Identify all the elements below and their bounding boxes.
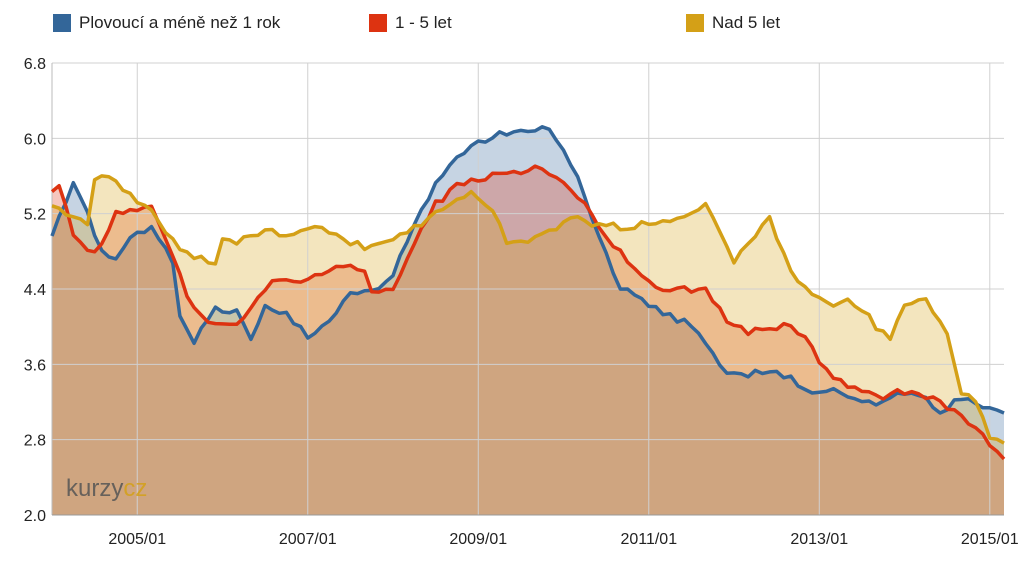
watermark-part2: cz bbox=[123, 475, 147, 502]
area-floating bbox=[52, 126, 1004, 516]
legend-label-over-5: Nad 5 let bbox=[712, 13, 781, 32]
legend-label-floating: Plovoucí a méně než 1 rok bbox=[79, 13, 281, 32]
x-tick-label: 2009/01 bbox=[449, 531, 507, 548]
y-tick-label: 5.2 bbox=[24, 207, 46, 224]
y-tick-label: 4.4 bbox=[24, 282, 46, 299]
watermark-logo: kurzycz bbox=[66, 475, 147, 502]
x-tick-label: 2015/01 bbox=[961, 531, 1019, 548]
legend-swatch-floating bbox=[53, 14, 71, 32]
line-over-5 bbox=[51, 174, 1005, 445]
chart-legend: Plovoucí a méně než 1 rok 1 - 5 let Nad … bbox=[0, 10, 1024, 38]
legend-swatch-over-5 bbox=[686, 14, 704, 32]
x-tick-label: 2007/01 bbox=[279, 531, 337, 548]
legend-item-floating[interactable]: Plovoucí a méně než 1 rok bbox=[53, 10, 280, 36]
line-floating bbox=[50, 125, 1005, 415]
legend-label-1-5: 1 - 5 let bbox=[395, 13, 452, 32]
legend-item-1-5[interactable]: 1 - 5 let bbox=[369, 10, 452, 36]
x-tick-label: 2005/01 bbox=[108, 531, 166, 548]
x-tick-label: 2011/01 bbox=[620, 531, 677, 548]
watermark-part1: kurzy bbox=[66, 475, 123, 502]
y-tick-label: 2.0 bbox=[24, 508, 46, 525]
y-tick-label: 6.8 bbox=[24, 56, 46, 73]
y-tick-label: 3.6 bbox=[24, 357, 46, 374]
y-tick-label: 6.0 bbox=[24, 131, 46, 148]
area-over-5 bbox=[52, 175, 1004, 515]
x-tick-label: 2013/01 bbox=[790, 531, 848, 548]
line-1-5 bbox=[50, 164, 1006, 461]
y-tick-label: 2.8 bbox=[24, 433, 46, 450]
legend-swatch-1-5 bbox=[369, 14, 387, 32]
legend-item-over-5[interactable]: Nad 5 let bbox=[686, 10, 780, 36]
area-1-5 bbox=[52, 166, 1004, 515]
